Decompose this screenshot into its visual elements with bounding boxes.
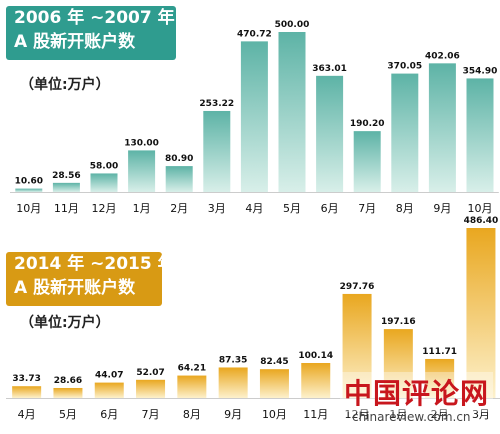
chart2-tick-label: 2月 <box>431 408 449 421</box>
chart2-bar <box>342 293 372 398</box>
chart2-title-box: 2014 年 ~2015 年 A 股新开账户数 <box>6 252 175 306</box>
chart2-bar <box>53 387 83 398</box>
chart2-data-label: 100.14 <box>298 351 333 361</box>
chart1-title-line1: 2006 年 ~2007 年 <box>14 8 175 28</box>
chart2-data-label: 33.73 <box>12 374 40 384</box>
chart2-bar <box>259 369 289 398</box>
chart1-tick-label: 11月 <box>54 202 79 215</box>
chart2-tick-label: 5月 <box>59 408 77 421</box>
chart1-bar <box>128 150 156 192</box>
chart1-tick-label: 12月 <box>92 202 117 215</box>
chart1-bar <box>428 63 456 192</box>
chart2-tick-label: 11月 <box>303 408 328 421</box>
chart2-data-label: 44.07 <box>95 371 123 381</box>
chart2-bar <box>12 386 42 398</box>
chart1-title-line2: A 股新开账户数 <box>14 32 136 52</box>
chart2-data-label: 64.21 <box>178 364 206 374</box>
chart2-bar <box>383 329 413 398</box>
chart1-tick-label: 1月 <box>133 202 151 215</box>
chart2-data-label: 52.07 <box>136 368 164 378</box>
chart1-tick-label: 5月 <box>283 202 301 215</box>
chart1-bar <box>353 131 381 192</box>
chart2-bar <box>94 382 124 398</box>
chart2-data-label: 197.16 <box>381 317 416 327</box>
chart2-bar <box>425 358 455 398</box>
chart1-tick-label: 10月 <box>468 202 493 215</box>
chart1-bar <box>278 32 306 192</box>
chart1-tick-label: 4月 <box>245 202 263 215</box>
chart2-bar <box>136 379 166 398</box>
chart1-title-box: 2006 年 ~2007 年 A 股新开账户数 <box>6 6 176 60</box>
chart2-tick-label: 3月 <box>472 408 490 421</box>
chart2-tick-label: 7月 <box>142 408 160 421</box>
chart2-data-label: 28.66 <box>54 376 82 386</box>
chart1-data-label: 80.90 <box>165 154 193 164</box>
chart1-data-label: 370.05 <box>387 62 422 72</box>
chart1-unit-label: （单位:万户） <box>20 77 110 93</box>
chart1-data-label: 28.56 <box>52 171 80 181</box>
chart2-title-line1: 2014 年 ~2015 年 <box>14 254 175 274</box>
chart1-bar <box>90 173 118 192</box>
chart2-bar <box>466 228 496 398</box>
chart1-tick-label: 10月 <box>16 202 41 215</box>
chart1-data-label: 10.60 <box>15 177 43 187</box>
chart1-bar <box>165 166 193 192</box>
chart2-tick-label: 8月 <box>183 408 201 421</box>
chart2-data-label: 82.45 <box>260 357 288 367</box>
chart1-data-label: 354.90 <box>463 66 498 76</box>
chart2-tick-label: 4月 <box>18 408 36 421</box>
chart2-data-label: 297.76 <box>340 282 375 292</box>
chart1-data-label: 253.22 <box>199 99 234 109</box>
chart1-bar <box>15 188 43 192</box>
chart1-bar <box>240 41 268 192</box>
chart2-tick-label: 9月 <box>224 408 242 421</box>
chart1-data-label: 402.06 <box>425 51 460 61</box>
chart2-bar <box>177 375 207 398</box>
chart2-unit-label: （单位:万户） <box>20 315 110 331</box>
chart1-tick-label: 6月 <box>321 202 339 215</box>
chart1-data-label: 363.01 <box>312 64 347 74</box>
chart2-tick-label: 12月 <box>345 408 370 421</box>
watermark-url: chinareview.com.cn <box>352 410 471 424</box>
chart1-data-label: 500.00 <box>275 20 310 30</box>
chart1-bar <box>52 182 80 192</box>
chart1-tick-label: 9月 <box>433 202 451 215</box>
chart1-bar <box>316 75 344 192</box>
chart2-data-label: 111.71 <box>422 347 457 357</box>
chart1-tick-label: 2月 <box>170 202 188 215</box>
chart1-tick-label: 3月 <box>208 202 226 215</box>
chart2-title-line2: A 股新开账户数 <box>14 278 136 298</box>
chart2-bar <box>301 363 331 398</box>
chart1-tick-label: 8月 <box>396 202 414 215</box>
chart1-data-label: 130.00 <box>124 138 159 148</box>
watermark-brand: 中国评论网 <box>340 372 494 412</box>
chart1-tick-label: 7月 <box>358 202 376 215</box>
chart1-data-label: 190.20 <box>350 119 385 129</box>
chart1-data-label: 58.00 <box>90 161 118 171</box>
chart1-bar <box>466 78 494 192</box>
chart2-data-label: 87.35 <box>219 355 247 365</box>
chart2-tick-label: 10月 <box>262 408 287 421</box>
chart1-bar <box>391 73 419 192</box>
chart1-bar <box>203 110 231 192</box>
chart2-bar <box>218 367 248 398</box>
chart1-data-label: 470.72 <box>237 29 272 39</box>
chart2-tick-label: 1月 <box>389 408 407 421</box>
chart2-tick-label: 6月 <box>100 408 118 421</box>
chart2-data-label: 486.40 <box>464 216 499 226</box>
